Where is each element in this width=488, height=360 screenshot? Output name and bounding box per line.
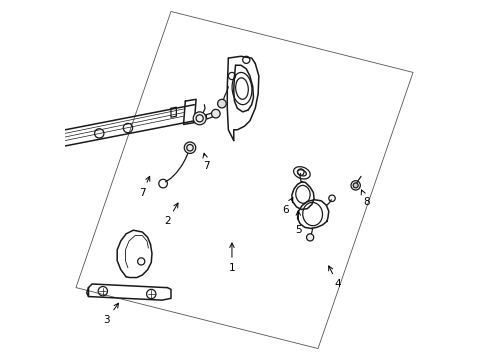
Text: 7: 7 — [203, 153, 210, 171]
Circle shape — [352, 183, 357, 188]
Text: 2: 2 — [164, 203, 178, 226]
Text: 6: 6 — [282, 198, 292, 216]
Text: 1: 1 — [228, 243, 235, 273]
Circle shape — [193, 112, 206, 125]
Circle shape — [306, 234, 313, 241]
Text: 7: 7 — [139, 176, 149, 198]
Text: 5: 5 — [294, 211, 301, 235]
Text: 8: 8 — [361, 190, 369, 207]
Text: 4: 4 — [328, 266, 340, 289]
Text: 3: 3 — [103, 303, 118, 325]
Circle shape — [211, 109, 220, 118]
Circle shape — [217, 99, 226, 108]
Circle shape — [184, 142, 195, 153]
